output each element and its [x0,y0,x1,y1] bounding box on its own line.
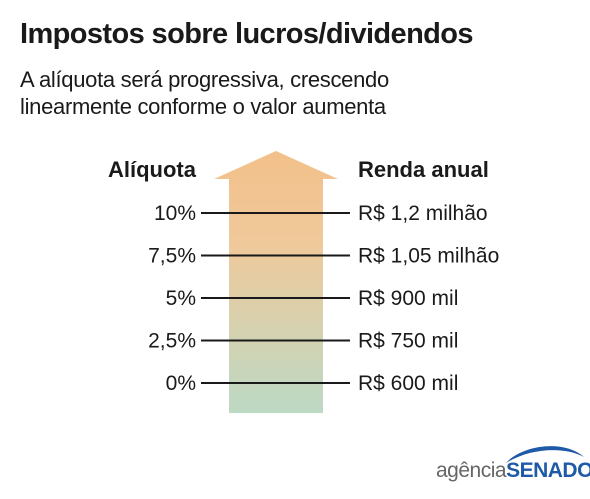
logo-part2: SENADO [506,459,590,482]
agencia-senado-logo: agênciaSENADO [436,441,590,491]
income-label: R$ 900 mil [358,287,458,310]
income-label: R$ 1,2 milhão [358,202,488,225]
rate-label: 5% [166,287,196,310]
progression-arrow [214,151,338,413]
logo-text: agênciaSENADO [436,459,590,483]
right-header: Renda anual [358,157,489,182]
rate-label: 2,5% [148,330,196,353]
page-title: Impostos sobre lucros/dividendos [20,18,474,50]
rate-label: 7,5% [148,245,196,268]
income-label: R$ 600 mil [358,372,458,395]
rate-label: 0% [166,372,196,395]
subtitle: A alíquota será progressiva, crescendo l… [20,67,389,119]
logo-part1: agência [436,459,507,482]
logo-swoosh-icon [506,446,584,463]
income-label: R$ 750 mil [358,330,458,353]
left-header: Alíquota [108,157,197,182]
income-label: R$ 1,05 milhão [358,245,499,268]
rate-label: 10% [154,202,196,225]
rows-group: 10% R$ 1,2 milhão 7,5% R$ 1,05 milhão 5% R$ 9… [148,202,499,395]
